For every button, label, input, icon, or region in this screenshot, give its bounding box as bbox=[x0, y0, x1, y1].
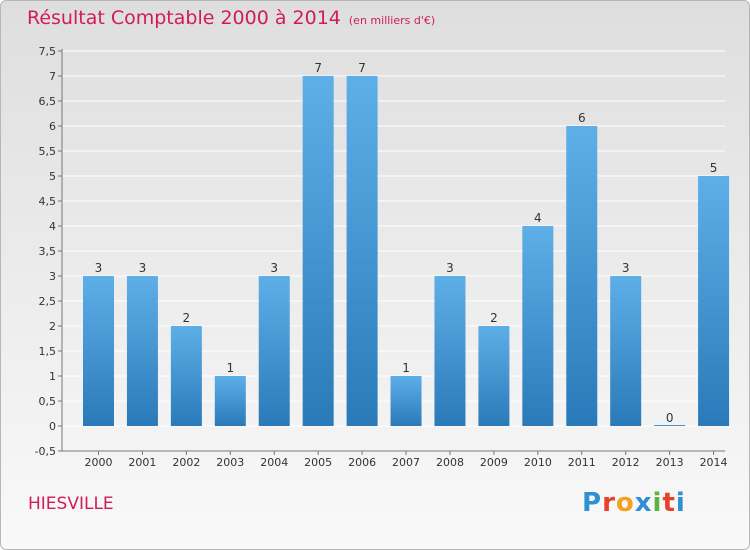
bar-value-label: 7 bbox=[358, 61, 366, 75]
x-tick-label: 2007 bbox=[392, 456, 420, 469]
bars: 3 3 2 1 3 7 7 1 3 2 4 6 3 0 5 bbox=[83, 61, 730, 426]
x-tick-label: 2001 bbox=[128, 456, 156, 469]
chart-subtitle: (en milliers d'€) bbox=[348, 14, 436, 27]
x-tick-label: 2014 bbox=[700, 456, 728, 469]
y-tick-label: 0 bbox=[49, 420, 56, 433]
bar-value-label: 1 bbox=[402, 361, 410, 375]
bar-value-label: 2 bbox=[490, 311, 498, 325]
y-tick-label: 6 bbox=[49, 120, 56, 133]
x-axis: 2000 2001 2002 2003 2004 2005 2006 2007 2008 2009… bbox=[62, 450, 728, 469]
x-tick-label: 2003 bbox=[216, 456, 244, 469]
bar-value-label: 4 bbox=[534, 211, 542, 225]
y-tick-label: 3 bbox=[49, 270, 56, 283]
logo-letter: t bbox=[662, 488, 676, 518]
x-tick-label: 2005 bbox=[304, 456, 332, 469]
bar-value-label: 6 bbox=[578, 111, 586, 125]
bar bbox=[258, 276, 290, 426]
y-tick-label: 5 bbox=[49, 170, 56, 183]
bar-value-label: 5 bbox=[710, 161, 718, 175]
x-tick-label: 2012 bbox=[612, 456, 640, 469]
y-tick-label: 7,5 bbox=[39, 45, 57, 58]
x-tick-label: 2004 bbox=[260, 456, 288, 469]
bar-value-label: 3 bbox=[622, 261, 630, 275]
logo-letter: r bbox=[602, 488, 616, 518]
y-tick-label: 1 bbox=[49, 370, 56, 383]
bar bbox=[126, 276, 158, 426]
logo-letter: i bbox=[652, 488, 663, 518]
y-tick-label: -0,5 bbox=[35, 445, 56, 458]
bar-value-label: 3 bbox=[95, 261, 103, 275]
y-tick-label: 0,5 bbox=[39, 395, 57, 408]
x-tick-label: 2006 bbox=[348, 456, 376, 469]
bar bbox=[346, 76, 378, 426]
x-tick-label: 2008 bbox=[436, 456, 464, 469]
y-tick-label: 4 bbox=[49, 220, 56, 233]
logo-letter: P bbox=[582, 488, 603, 518]
x-tick-label: 2010 bbox=[524, 456, 552, 469]
x-tick-label: 2009 bbox=[480, 456, 508, 469]
y-tick-label: 5,5 bbox=[39, 145, 57, 158]
y-tick-label: 7 bbox=[49, 70, 56, 83]
bar bbox=[478, 326, 510, 426]
chart-title: Résultat Comptable 2000 à 2014 (en millie… bbox=[27, 7, 436, 29]
bar bbox=[522, 226, 554, 426]
town-name: HIESVILLE bbox=[28, 494, 114, 514]
y-tick-label: 3,5 bbox=[39, 245, 57, 258]
bar bbox=[170, 326, 202, 426]
bar-value-label: 0 bbox=[666, 411, 674, 425]
proxiti-logo[interactable]: Proxiti bbox=[582, 488, 686, 518]
bar bbox=[434, 276, 466, 426]
bar-value-label: 7 bbox=[314, 61, 322, 75]
x-tick-label: 2011 bbox=[568, 456, 596, 469]
bar-value-label: 1 bbox=[226, 361, 234, 375]
y-tick-label: 1,5 bbox=[39, 345, 57, 358]
y-tick-label: 6,5 bbox=[39, 95, 57, 108]
bar bbox=[390, 376, 422, 426]
bar bbox=[566, 126, 598, 426]
bar-value-label: 3 bbox=[139, 261, 147, 275]
bar-value-label: 2 bbox=[183, 311, 191, 325]
y-axis: -0,5 0 0,5 1 1,5 2 2,5 3 3,5 4 4,5 5 5,5 6 6,5 7 7,5 bbox=[35, 45, 63, 458]
y-tick-label: 4,5 bbox=[39, 195, 57, 208]
bar bbox=[654, 425, 686, 426]
logo-letter: o bbox=[615, 488, 635, 518]
y-tick-label: 2,5 bbox=[39, 295, 57, 308]
bar-value-label: 3 bbox=[446, 261, 454, 275]
logo-letter: i bbox=[675, 488, 686, 518]
x-tick-label: 2013 bbox=[656, 456, 684, 469]
bar-value-label: 3 bbox=[270, 261, 278, 275]
x-tick-label: 2002 bbox=[172, 456, 200, 469]
bar bbox=[610, 276, 642, 426]
bar bbox=[83, 276, 114, 426]
y-tick-label: 2 bbox=[49, 320, 56, 333]
bar bbox=[698, 176, 730, 426]
bar bbox=[302, 76, 334, 426]
logo-letter: x bbox=[634, 488, 653, 518]
bar bbox=[214, 376, 246, 426]
x-tick-label: 2000 bbox=[85, 456, 113, 469]
